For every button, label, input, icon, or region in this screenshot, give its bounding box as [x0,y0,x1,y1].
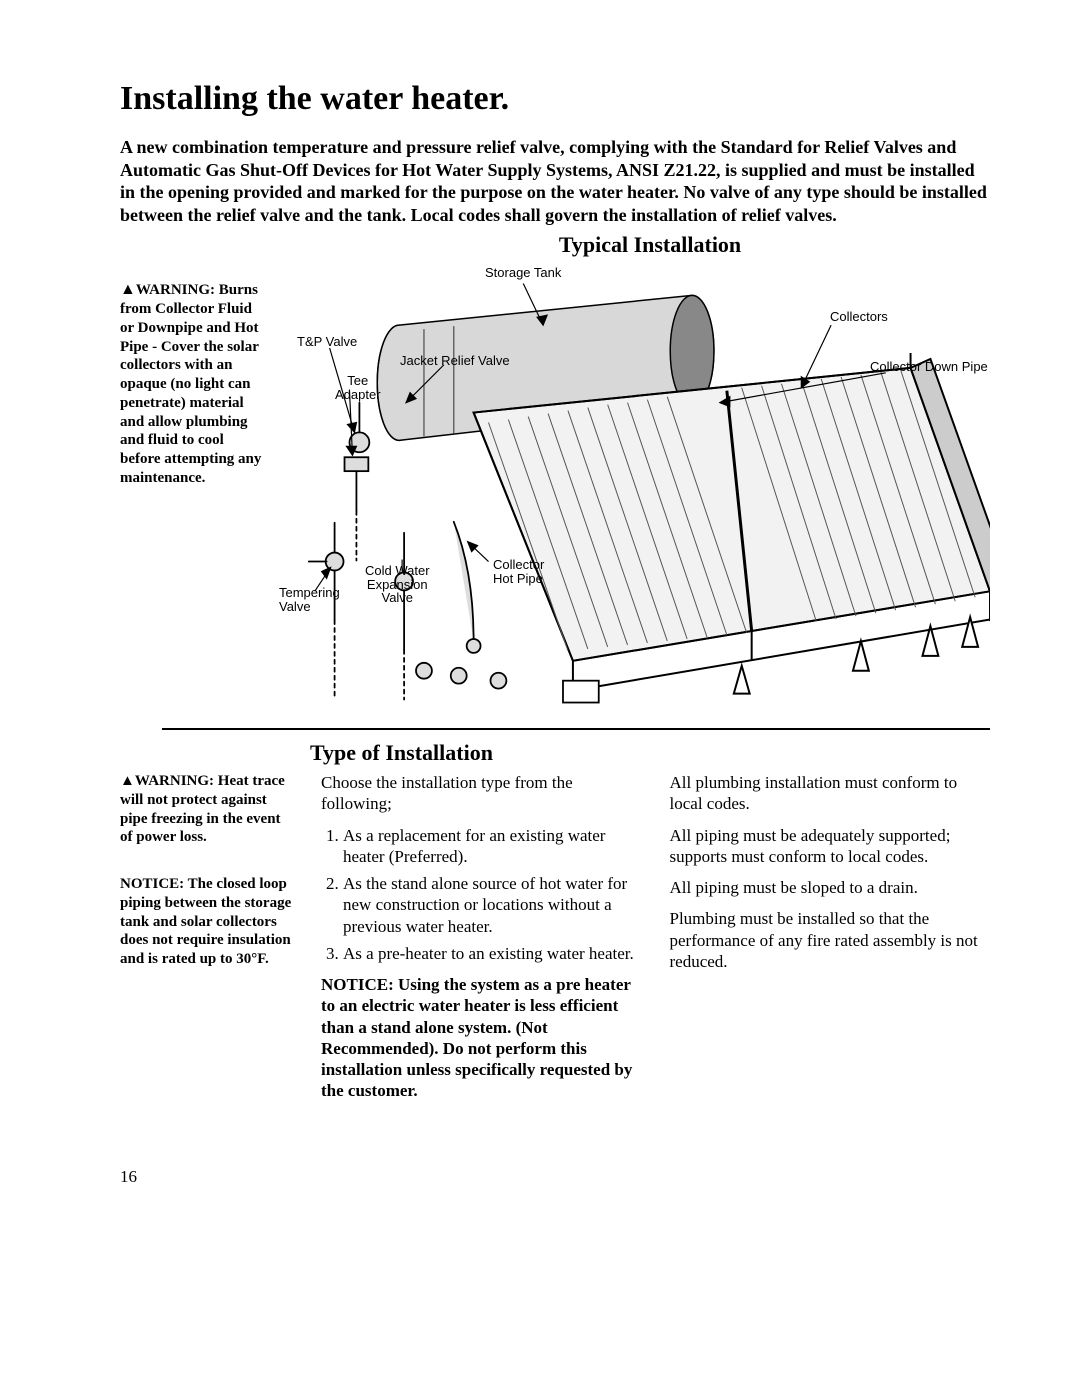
callout-storage-tank: Storage Tank [485,266,561,280]
diagram-svg [275,262,990,722]
callout-collector-hot-pipe: CollectorHot Pipe [493,558,544,585]
callout-tp-valve: T&P Valve [297,335,357,349]
notice-2: NOTICE: Using the system as a pre heater… [321,974,642,1102]
body-columns: ▲WARNING: Heat trace will not protect ag… [120,772,990,1102]
callout-cold-water-expansion: Cold WaterExpansionValve [365,564,430,605]
callout-tempering-valve: TemperingValve [279,586,340,613]
installation-diagram: Storage Tank Collectors T&P Valve Jacket… [275,262,990,722]
warning-2-label: WARNING: [135,773,214,789]
diagram-row: ▲WARNING: Burns from Collector Fluid or … [120,262,990,722]
callout-collectors: Collectors [830,310,888,324]
body-p1: All plumbing installation must conform t… [670,772,991,815]
list-item: As a replacement for an existing water h… [343,825,642,868]
warning-1-label: WARNING: [136,282,215,298]
section-divider [162,728,990,730]
body-p4: Plumbing must be installed so that the p… [670,908,991,972]
installation-type-list: As a replacement for an existing water h… [343,825,642,965]
lead-sentence: Choose the installation type from the fo… [321,772,642,815]
warning-1: ▲WARNING: Burns from Collector Fluid or … [120,262,265,488]
page-title: Installing the water heater. [120,80,990,118]
callout-jacket-relief: Jacket Relief Valve [400,354,510,368]
sidebar-column: ▲WARNING: Heat trace will not protect ag… [120,772,295,1102]
warning-triangle-icon: ▲ [120,773,135,789]
notice-1: NOTICE: The closed loop piping between t… [120,875,295,969]
notice-1-label: NOTICE: [120,876,184,892]
intro-paragraph: A new combination temperature and pressu… [120,136,990,226]
body-p3: All piping must be sloped to a drain. [670,877,991,898]
warning-triangle-icon: ▲ [120,281,136,298]
callout-collector-down-pipe: Collector Down Pipe [870,360,988,374]
list-item: As the stand alone source of hot water f… [343,873,642,937]
section-heading: Type of Installation [310,740,990,766]
callout-tee-adapter: TeeAdapter [335,374,381,401]
page-number: 16 [120,1167,137,1187]
warning-2: ▲WARNING: Heat trace will not protect ag… [120,772,295,847]
main-column: Choose the installation type from the fo… [321,772,990,1102]
body-p2: All piping must be adequately supported;… [670,825,991,868]
diagram-heading: Typical Installation [310,232,990,258]
list-item: As a pre-heater to an existing water hea… [343,943,642,964]
warning-1-text: Burns from Collector Fluid or Downpipe a… [120,282,261,486]
